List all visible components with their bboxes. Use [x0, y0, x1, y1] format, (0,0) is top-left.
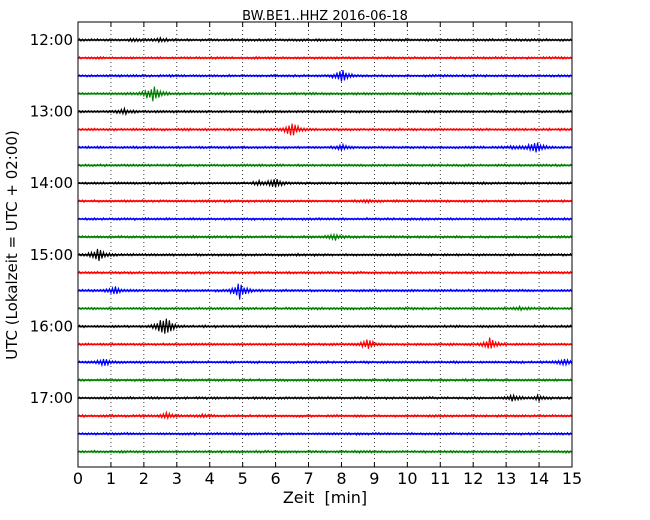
- x-tick-label: 4: [205, 469, 215, 488]
- chart-title: BW.BE1..HHZ 2016-06-18: [242, 9, 408, 24]
- trace-line: [77, 106, 573, 117]
- x-tick-label: 9: [369, 469, 379, 488]
- x-tick-labels: 0 1 2 3 4 5 6 7 8 9 10 11 12 13 14 15: [73, 469, 582, 488]
- trace-line: [77, 358, 573, 368]
- x-tick-label: 15: [562, 469, 582, 488]
- plot-frame: [77, 21, 573, 468]
- x-tick-label: 13: [496, 469, 516, 488]
- traces: [77, 36, 573, 455]
- y-tick-label: 17:00: [30, 389, 73, 407]
- x-tick-label: 6: [271, 469, 281, 488]
- x-tick-label: 12: [463, 469, 483, 488]
- y-tick-label: 12:00: [30, 31, 73, 49]
- ticks: [77, 22, 573, 467]
- y-axis-label: UTC (Lokalzeit = UTC + 02:00): [3, 130, 21, 360]
- y-tick-labels: 12:00 13:00 14:00 15:00 16:00 17:00: [30, 31, 73, 407]
- trace-line: [77, 36, 573, 44]
- y-tick-label: 13:00: [30, 103, 73, 121]
- y-tick-label: 16:00: [30, 317, 73, 335]
- y-tick-label: 15:00: [30, 246, 73, 264]
- trace-line: [77, 270, 573, 275]
- trace-line: [77, 318, 573, 334]
- x-tick-label: 8: [336, 469, 346, 488]
- x-tick-label: 2: [139, 469, 149, 488]
- y-tick-label: 14:00: [30, 174, 73, 192]
- trace-line: [77, 216, 573, 222]
- x-tick-label: 10: [397, 469, 417, 488]
- x-axis-label: Zeit [min]: [283, 488, 367, 507]
- x-tick-label: 3: [172, 469, 182, 488]
- trace-line: [77, 232, 573, 242]
- x-tick-label: 11: [430, 469, 450, 488]
- x-tick-label: 14: [529, 469, 549, 488]
- x-tick-label: 1: [106, 469, 116, 488]
- x-tick-label: 7: [303, 469, 313, 488]
- x-tick-label: 0: [73, 469, 83, 488]
- x-tick-label: 5: [238, 469, 248, 488]
